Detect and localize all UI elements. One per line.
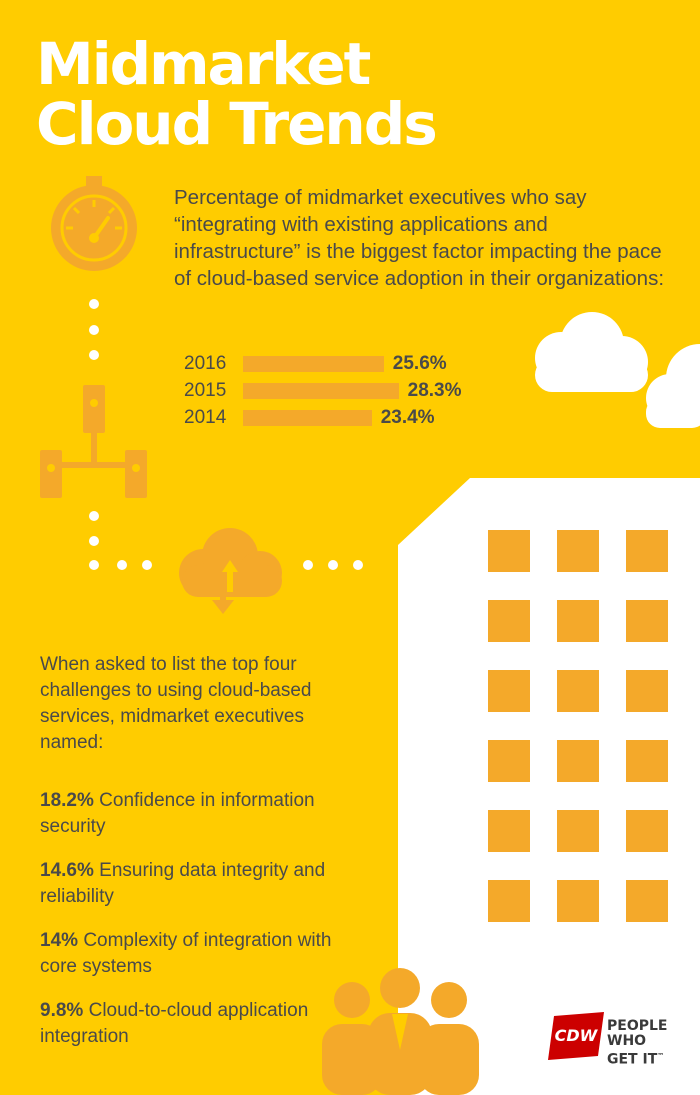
bar-value-label: 23.4% bbox=[380, 407, 435, 428]
tagline-line-1: PEOPLE bbox=[607, 1018, 668, 1034]
trademark-symbol: ™ bbox=[657, 1052, 665, 1060]
title-line-2: Cloud Trends bbox=[36, 90, 438, 158]
challenges-list: 18.2% Confidence in information security… bbox=[40, 788, 370, 1068]
people-icon bbox=[322, 968, 479, 1095]
challenge-text: Ensuring data integrity and reliability bbox=[40, 860, 326, 907]
challenge-percent: 14.6% bbox=[40, 860, 94, 881]
challenge-text: Complexity of integration with core syst… bbox=[40, 930, 332, 977]
bar-year-label: 2016 bbox=[184, 353, 227, 374]
bar-value-label: 28.3% bbox=[407, 380, 462, 401]
challenge-text: Confidence in information security bbox=[40, 790, 315, 837]
cloud-icon-right bbox=[646, 344, 700, 428]
title-line-1: Midmarket bbox=[36, 30, 371, 98]
logo-tagline: PEOPLE WHO GET IT™ bbox=[607, 1019, 667, 1068]
challenge-text: Cloud-to-cloud application integration bbox=[40, 1000, 309, 1047]
challenge-item: 18.2% Confidence in information security bbox=[40, 788, 370, 840]
bar-year-label: 2015 bbox=[184, 380, 227, 401]
connector-dots bbox=[89, 299, 363, 570]
adoption-intro: Percentage of midmarket executives who s… bbox=[174, 186, 665, 290]
tagline-line-3: GET IT™ bbox=[607, 1049, 667, 1068]
challenge-item: 14.6% Ensuring data integrity and reliab… bbox=[40, 858, 370, 910]
tagline-line-3-text: GET IT bbox=[607, 1051, 658, 1068]
bar-value-label: 25.6% bbox=[392, 353, 447, 374]
bar-year-label: 2014 bbox=[184, 407, 227, 428]
bar-2015 bbox=[243, 383, 399, 399]
speedometer-icon bbox=[51, 176, 137, 271]
cloud-icon bbox=[535, 312, 648, 392]
bar-2014 bbox=[243, 410, 372, 426]
cdw-logo-icon: CDW bbox=[548, 1012, 604, 1060]
page-title: Midmarket Cloud Trends bbox=[36, 34, 438, 154]
challenges-intro: When asked to list the top four challeng… bbox=[40, 654, 312, 753]
building-icon bbox=[398, 478, 700, 1095]
challenge-item: 9.8% Cloud-to-cloud application integrat… bbox=[40, 998, 370, 1050]
bar-2016 bbox=[243, 356, 384, 372]
cdw-logo-text: CDW bbox=[555, 1026, 599, 1045]
tagline-line-2: WHO bbox=[607, 1033, 647, 1049]
challenge-item: 14% Complexity of integration with core … bbox=[40, 928, 370, 980]
challenge-percent: 9.8% bbox=[40, 1000, 84, 1021]
challenge-percent: 18.2% bbox=[40, 790, 94, 811]
cloud-transfer-icon bbox=[179, 528, 282, 614]
server-network-icon bbox=[40, 385, 147, 498]
challenge-percent: 14% bbox=[40, 930, 79, 951]
